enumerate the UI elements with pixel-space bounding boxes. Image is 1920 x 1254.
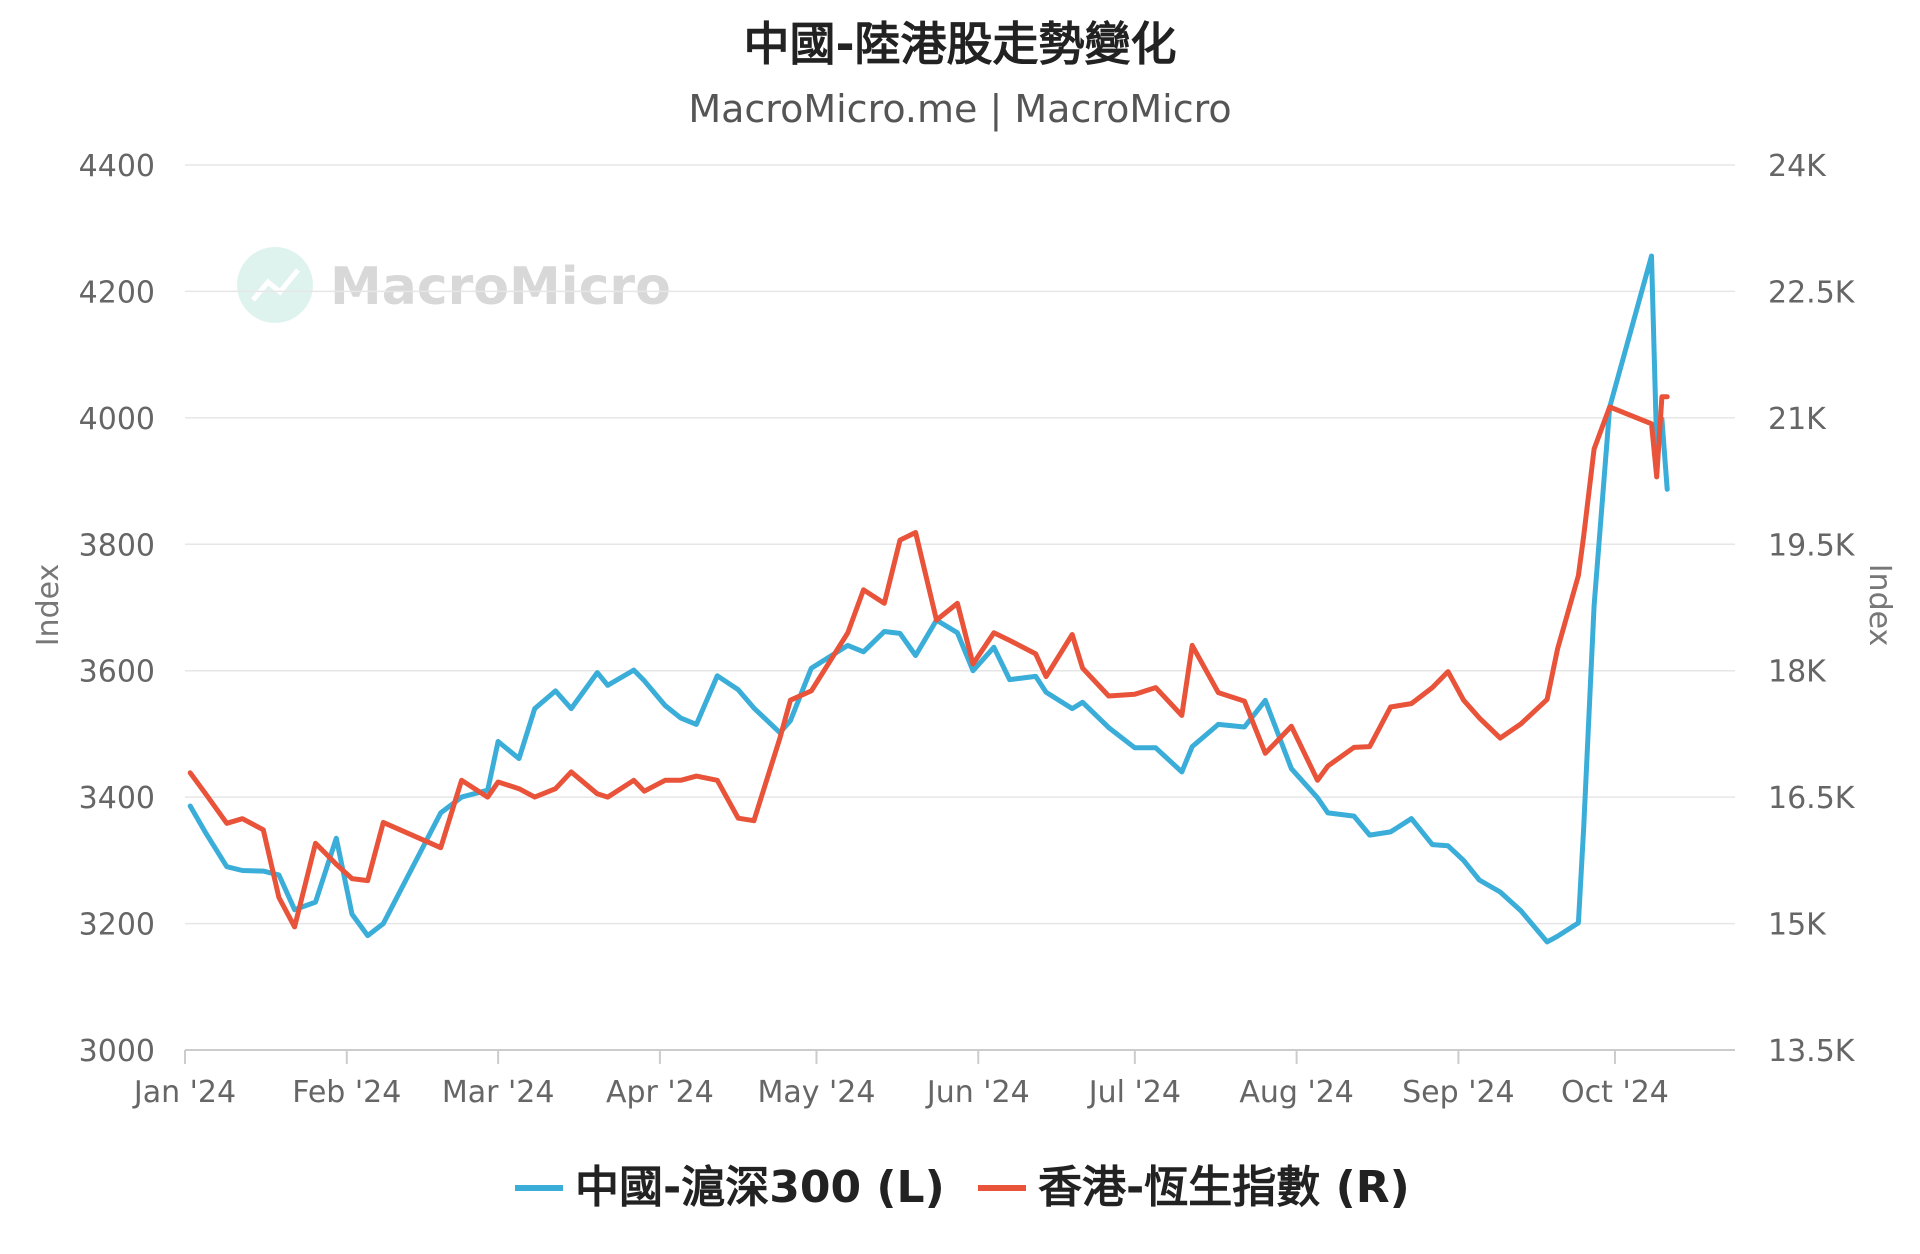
x-tick-label: Apr '24 (606, 1075, 714, 1110)
series-line-csi300 (187, 253, 1670, 945)
left-tick-label: 4000 (79, 402, 155, 437)
left-tick-label: 3000 (79, 1034, 155, 1069)
right-tick-label: 22.5K (1768, 275, 1856, 310)
x-tick-label: Feb '24 (292, 1075, 401, 1110)
series-line-hsi (187, 394, 1670, 930)
right-tick-label: 15K (1768, 908, 1827, 943)
x-tick-label: Mar '24 (442, 1075, 555, 1110)
x-tick-label: Jan '24 (132, 1075, 236, 1110)
left-tick-label: 3800 (79, 528, 155, 563)
right-tick-label: 19.5K (1768, 528, 1856, 563)
legend-item-hsi[interactable]: 香港-恆生指數 (R) (978, 1162, 1410, 1213)
x-tick-label: May '24 (757, 1075, 875, 1110)
legend-label-csi300: 中國-滬深300 (L) (575, 1162, 945, 1213)
right-axis-ticks: 13.5K 15K 16.5K 18K 19.5K 21K 22.5K 24K (1768, 149, 1856, 1069)
left-tick-label: 4200 (79, 275, 155, 310)
left-axis-ticks: 3000 3200 3400 3600 3800 4000 4200 4400 (79, 149, 155, 1069)
watermark-text: MacroMicro (330, 257, 671, 317)
right-tick-label: 13.5K (1768, 1034, 1856, 1069)
x-axis-ticks: Jan '24 Feb '24 Mar '24 Apr '24 May '24 Jun '… (132, 1050, 1669, 1110)
chart-subtitle: MacroMicro.me | MacroMicro (688, 87, 1231, 132)
chart-title: 中國-陸港股走勢變化 (743, 17, 1176, 71)
legend-label-hsi: 香港-恆生指數 (R) (1038, 1162, 1410, 1213)
x-tick-label: Jul '24 (1087, 1075, 1181, 1110)
legend-item-csi300[interactable]: 中國-滬深300 (L) (515, 1162, 945, 1213)
x-tick-label: Sep '24 (1402, 1075, 1515, 1110)
left-tick-label: 3200 (79, 908, 155, 943)
right-tick-label: 24K (1768, 149, 1827, 184)
series-layer (187, 253, 1670, 945)
x-tick-label: Aug '24 (1239, 1075, 1354, 1110)
watermark: MacroMicro (237, 247, 671, 323)
gridlines (185, 164, 1735, 1051)
legend: 中國-滬深300 (L) 香港-恆生指數 (R) (515, 1162, 1410, 1213)
right-axis-title: Index (1862, 564, 1897, 647)
left-axis-title: Index (31, 564, 66, 647)
x-tick-label: Jun '24 (925, 1075, 1030, 1110)
right-tick-label: 16.5K (1768, 781, 1856, 816)
x-tick-label: Oct '24 (1561, 1075, 1669, 1110)
left-tick-label: 3600 (79, 655, 155, 690)
left-tick-label: 4400 (79, 149, 155, 184)
left-tick-label: 3400 (79, 781, 155, 816)
right-tick-label: 18K (1768, 655, 1827, 690)
right-tick-label: 21K (1768, 402, 1827, 437)
